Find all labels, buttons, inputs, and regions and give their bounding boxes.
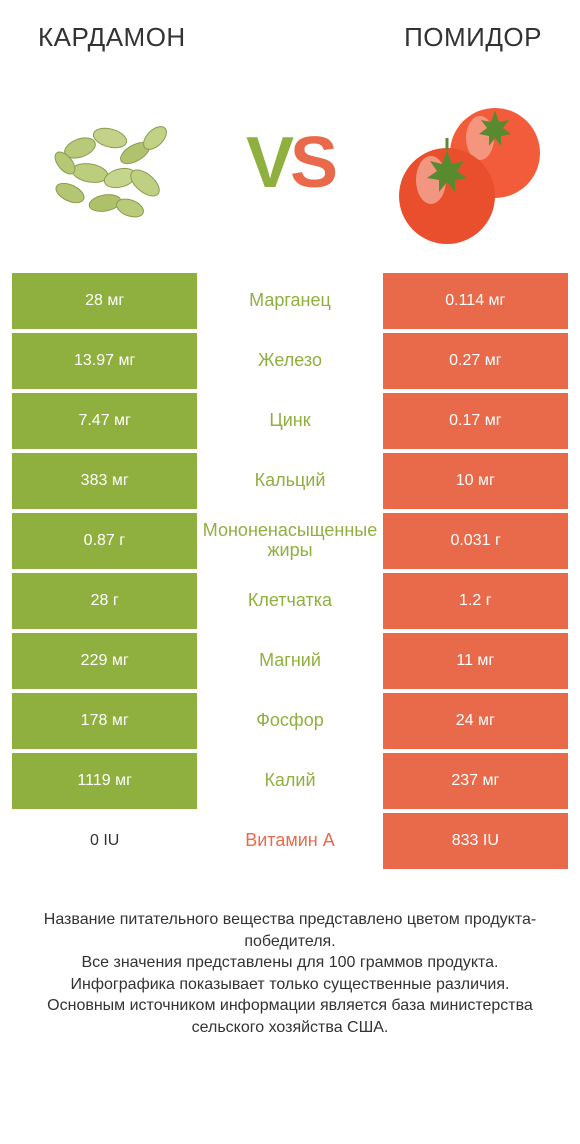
nutrient-label: Марганец (197, 273, 382, 329)
nutrient-label: Цинк (197, 393, 382, 449)
table-row: 0.87 гМононенасыщенные жиры0.031 г (12, 513, 568, 569)
images-row: VS (0, 53, 580, 273)
vs-label: VS (246, 122, 334, 204)
nutrient-label: Калий (197, 753, 382, 809)
vs-s-letter: S (290, 123, 334, 203)
left-value: 7.47 мг (12, 393, 197, 449)
right-value: 0.114 мг (383, 273, 568, 329)
left-value: 28 г (12, 573, 197, 629)
left-value: 0.87 г (12, 513, 197, 569)
footer-notes: Название питательного вещества представл… (0, 873, 580, 1039)
right-value: 0.27 мг (383, 333, 568, 389)
right-value: 0.031 г (383, 513, 568, 569)
tomato-icon (385, 78, 555, 248)
nutrient-label: Мононенасыщенные жиры (197, 513, 383, 569)
table-row: 1119 мгКалий237 мг (12, 753, 568, 809)
footer-line-4: Основным источником информации является … (32, 995, 548, 1038)
table-row: 28 мгМарганец0.114 мг (12, 273, 568, 329)
nutrient-label: Фосфор (197, 693, 382, 749)
nutrient-label: Железо (197, 333, 382, 389)
vs-v-letter: V (246, 123, 290, 203)
comparison-table: 28 мгМарганец0.114 мг13.97 мгЖелезо0.27 … (0, 273, 580, 869)
footer-line-1: Название питательного вещества представл… (32, 909, 548, 952)
table-row: 229 мгМагний11 мг (12, 633, 568, 689)
nutrient-label: Кальций (197, 453, 382, 509)
right-value: 833 IU (383, 813, 568, 869)
left-value: 229 мг (12, 633, 197, 689)
nutrient-label: Витамин A (197, 813, 382, 869)
right-value: 10 мг (383, 453, 568, 509)
right-product-title: ПОМИДОР (404, 22, 542, 53)
cardamom-icon (25, 78, 195, 248)
left-value: 178 мг (12, 693, 197, 749)
table-row: 0 IUВитамин A833 IU (12, 813, 568, 869)
left-value: 1119 мг (12, 753, 197, 809)
right-value: 11 мг (383, 633, 568, 689)
nutrient-label: Клетчатка (197, 573, 382, 629)
left-value: 383 мг (12, 453, 197, 509)
right-value: 1.2 г (383, 573, 568, 629)
left-value: 28 мг (12, 273, 197, 329)
tomato-image (380, 73, 560, 253)
left-product-title: КАРДАМОН (38, 22, 186, 53)
cardamom-image (20, 73, 200, 253)
footer-line-3: Инфографика показывает только существенн… (32, 974, 548, 996)
table-row: 178 мгФосфор24 мг (12, 693, 568, 749)
right-value: 0.17 мг (383, 393, 568, 449)
left-value: 0 IU (12, 813, 197, 869)
table-row: 28 гКлетчатка1.2 г (12, 573, 568, 629)
right-value: 237 мг (383, 753, 568, 809)
nutrient-label: Магний (197, 633, 382, 689)
right-value: 24 мг (383, 693, 568, 749)
left-value: 13.97 мг (12, 333, 197, 389)
header: КАРДАМОН ПОМИДОР (0, 0, 580, 53)
footer-line-2: Все значения представлены для 100 граммо… (32, 952, 548, 974)
table-row: 13.97 мгЖелезо0.27 мг (12, 333, 568, 389)
table-row: 7.47 мгЦинк0.17 мг (12, 393, 568, 449)
table-row: 383 мгКальций10 мг (12, 453, 568, 509)
